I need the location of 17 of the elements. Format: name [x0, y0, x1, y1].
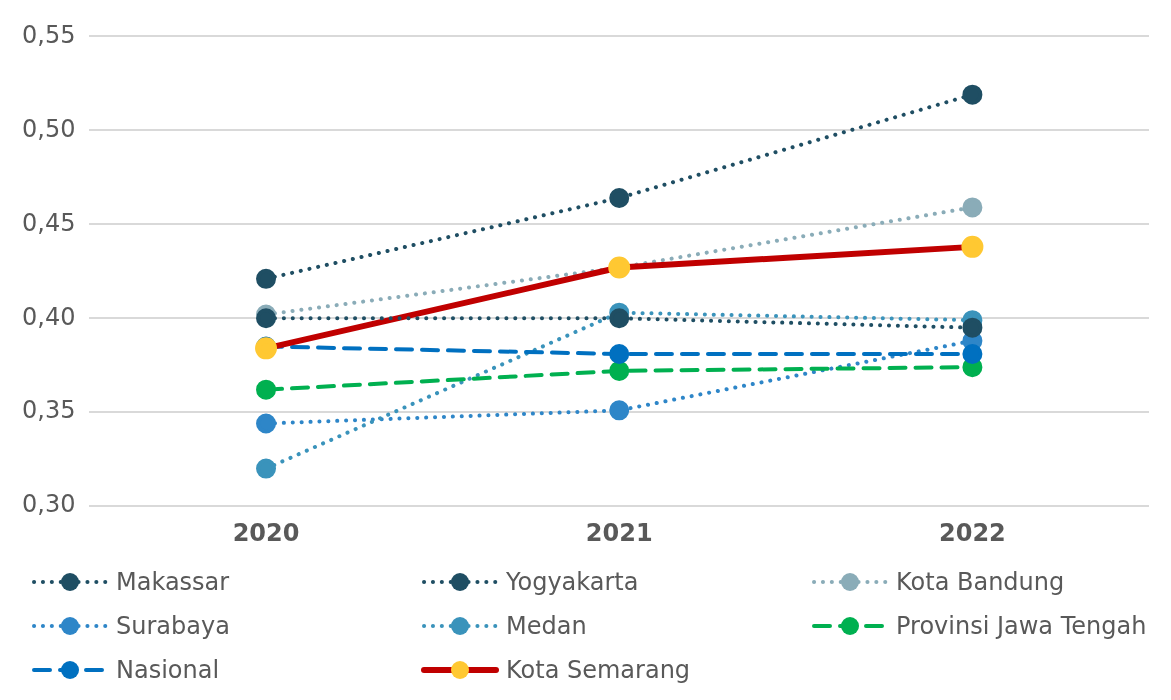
- x-tick-label: 2020: [232, 518, 300, 547]
- x-tick-label: 2021: [585, 518, 653, 547]
- legend-label: Makassar: [116, 568, 230, 596]
- legend-label: Surabaya: [116, 612, 230, 640]
- y-tick-label: 0,45: [22, 208, 76, 237]
- legend-label: Kota Bandung: [896, 568, 1065, 596]
- x-tick-label: 2022: [939, 518, 1006, 547]
- legend-label: Nasional: [116, 656, 220, 684]
- y-tick-label: 0,50: [22, 114, 76, 143]
- legend-label: Medan: [506, 612, 587, 640]
- y-tick-label: 0,55: [22, 20, 76, 49]
- y-tick-label: 0,40: [22, 302, 76, 331]
- y-tick-label: 0,35: [22, 396, 76, 425]
- y-tick-label: 0,30: [22, 490, 76, 519]
- legend-label: Yogyakarta: [506, 568, 639, 596]
- legend-label: Provinsi Jawa Tengah: [896, 612, 1147, 640]
- legend-label: Kota Semarang: [506, 656, 691, 684]
